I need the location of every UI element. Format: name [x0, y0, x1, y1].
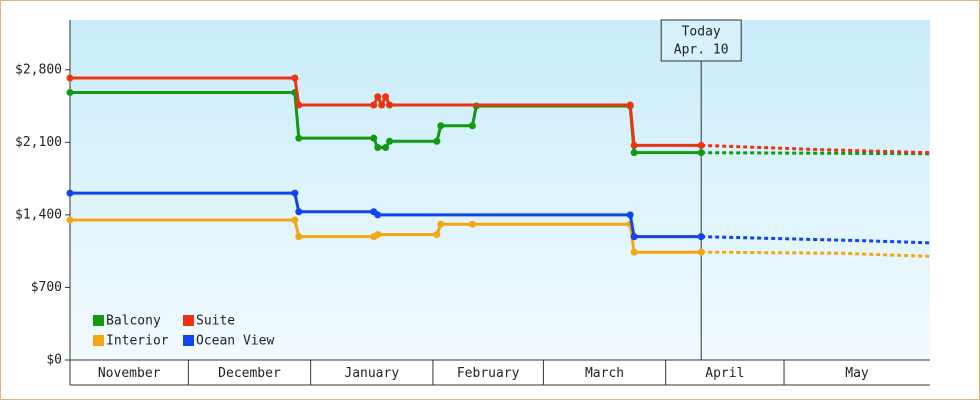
point	[433, 231, 441, 239]
point	[382, 144, 390, 151]
point	[630, 141, 638, 149]
point	[697, 141, 705, 149]
today-box	[660, 19, 742, 62]
chart-layer: $0 $700 $1,400 $2,100 $2,800 November December…	[15, 19, 931, 386]
x-tick-label: January	[344, 366, 399, 381]
x-tick-label: November	[98, 366, 161, 381]
legend-label: Balcony	[106, 314, 161, 329]
legend-swatch	[93, 315, 104, 326]
point	[295, 101, 303, 109]
x-tick-label: April	[705, 366, 744, 381]
forecast-line	[701, 151, 931, 156]
point	[630, 233, 638, 241]
legend-swatch	[183, 335, 194, 346]
point	[66, 89, 74, 97]
point	[374, 231, 382, 239]
point	[295, 208, 303, 216]
plot-area	[70, 20, 930, 360]
point	[697, 233, 705, 241]
point	[626, 211, 634, 219]
point	[291, 216, 299, 224]
point	[374, 144, 382, 151]
legend-label: Ocean View	[196, 334, 274, 349]
point	[626, 101, 634, 109]
legend-label: Interior	[106, 334, 169, 349]
point	[295, 233, 303, 241]
y-tick-label: $700	[31, 280, 62, 295]
point	[291, 189, 299, 197]
point	[66, 74, 74, 82]
legend-swatch	[183, 315, 194, 326]
y-tick-label: $2,800	[15, 62, 62, 77]
point	[382, 93, 390, 101]
today-label: Today	[682, 25, 721, 40]
y-tick-label: $0	[46, 353, 62, 368]
today-date: Apr. 10	[674, 43, 729, 58]
point	[437, 220, 445, 228]
point	[697, 248, 705, 256]
x-tick-label: December	[218, 366, 281, 381]
legend-swatch	[93, 335, 104, 346]
forecast-line	[701, 250, 931, 258]
point	[370, 101, 378, 109]
point	[630, 248, 638, 256]
y-tick-label: $1,400	[15, 207, 62, 222]
x-tick-label: March	[585, 366, 624, 381]
point	[630, 149, 638, 157]
point	[374, 211, 382, 219]
legend-label: Suite	[196, 314, 235, 329]
point	[433, 137, 441, 145]
x-tick-label: May	[845, 366, 869, 381]
x-tick-label: February	[457, 366, 520, 381]
point	[468, 220, 476, 228]
point	[66, 216, 74, 224]
point	[378, 101, 386, 109]
point	[291, 74, 299, 82]
point	[370, 134, 378, 142]
point	[437, 122, 445, 130]
point	[468, 122, 476, 130]
point	[386, 137, 394, 145]
point	[66, 189, 74, 197]
point	[386, 101, 394, 109]
point	[295, 134, 303, 142]
y-tick-label: $2,100	[15, 135, 62, 150]
forecast-line	[701, 143, 931, 155]
point	[374, 93, 382, 101]
point	[697, 149, 705, 157]
